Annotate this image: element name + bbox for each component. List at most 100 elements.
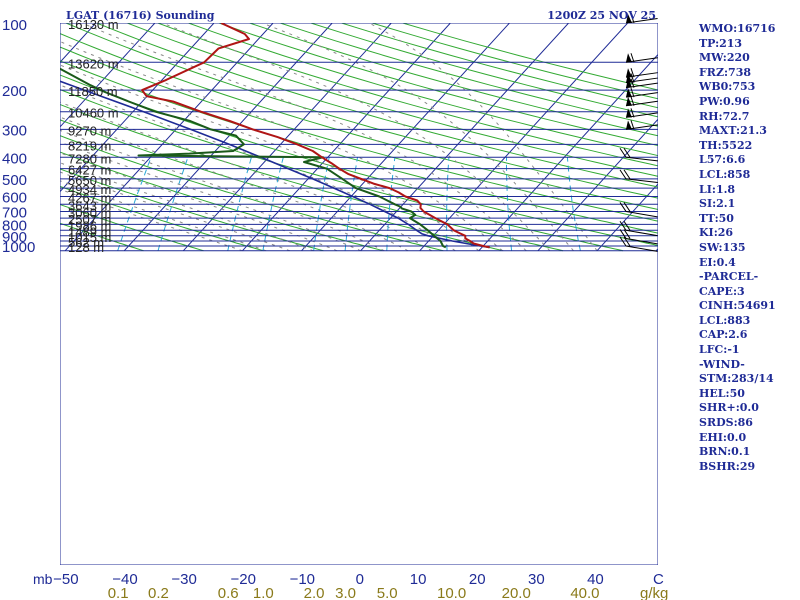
moist-adiabat-line	[60, 64, 480, 252]
height-label: 10460 m	[68, 106, 119, 121]
mixing-ratio-axis-unit: g/kg	[640, 585, 668, 600]
pressure-tick-label: 400	[2, 150, 27, 167]
moist-adiabat-line	[60, 162, 314, 252]
mixing-ratio-line	[566, 157, 581, 251]
index-row: HEL:50	[699, 386, 745, 400]
dry-adiabat-line	[60, 88, 624, 252]
index-row: MW:220	[699, 51, 750, 65]
mixing-ratio-tick-label: 20.0	[502, 585, 531, 600]
parcel-trace	[60, 80, 490, 249]
dry-adiabat-line	[310, 23, 658, 118]
height-label: 13620 m	[68, 56, 119, 71]
temperature-tick-label: −10	[290, 571, 315, 588]
height-label: 1015 m	[68, 230, 111, 245]
height-label: 9270 m	[68, 123, 111, 138]
index-row: STM:283/14	[699, 372, 774, 386]
wind-barb	[619, 220, 658, 237]
index-row: SRDS:86	[699, 416, 753, 430]
height-label: 6427 m	[68, 163, 111, 178]
isotherm-line	[242, 23, 451, 252]
index-row: LI:1.8	[699, 182, 736, 196]
pressure-tick-label: 600	[2, 190, 27, 207]
background-lines	[60, 23, 658, 565]
mixing-ratio-line	[506, 157, 513, 251]
index-row: CAPE:3	[699, 284, 745, 298]
temperature-trace	[141, 23, 490, 249]
moist-adiabat-line	[161, 23, 551, 252]
temperature-tick-label: 10	[410, 571, 427, 588]
dry-adiabat-line	[249, 23, 658, 137]
moist-adiabat-line	[81, 23, 527, 252]
index-row: BRN:0.1	[699, 445, 751, 459]
isotherm-line	[183, 23, 392, 252]
index-row: LFC:-1	[699, 343, 740, 357]
chart-time: 1200Z 25 NOV 25	[547, 9, 656, 22]
temperature-tick-label: 20	[469, 571, 486, 588]
dry-adiabat-line	[127, 23, 658, 177]
wind-barb	[625, 68, 658, 78]
mixing-ratio-tick-label: 40.0	[570, 585, 599, 600]
pressure-tick-label: 700	[2, 204, 27, 221]
pressure-tick-label: 1000	[2, 239, 35, 256]
mixing-ratio-tick-label: 2.0	[304, 585, 325, 600]
moist-adiabat-line	[60, 188, 243, 252]
index-row: WMO:16716	[699, 22, 776, 35]
dry-adiabat-line	[218, 23, 658, 147]
dry-adiabat-line	[60, 135, 444, 252]
height-label: 4934 m	[68, 182, 111, 197]
index-row: CINH:54691	[699, 299, 776, 313]
mixing-ratio-tick-label: 10.0	[437, 585, 466, 600]
mixing-ratio-line	[386, 157, 396, 251]
wind-barb	[619, 236, 658, 252]
index-row: TP:213	[699, 36, 743, 50]
index-row: EHI:0.0	[699, 430, 747, 444]
index-row: BSHR:29	[699, 459, 756, 473]
temperature-tick-label: −20	[230, 571, 255, 588]
mixing-ratio-line	[227, 157, 252, 251]
height-label: 4267 m	[68, 191, 111, 206]
mixing-ratio-line	[313, 157, 330, 251]
wind-barb	[625, 13, 658, 24]
index-row: SW:135	[699, 240, 746, 254]
mixing-ratio-line	[117, 157, 152, 251]
index-row: -PARCEL-	[699, 270, 759, 284]
height-label: 3643 m	[68, 198, 111, 213]
pressure-axis-unit: mb	[33, 571, 53, 587]
mixing-ratio-line	[262, 157, 284, 251]
mixing-ratio-tick-label: 5.0	[377, 585, 398, 600]
index-row: TT:50	[699, 211, 734, 225]
dry-adiabat-line	[188, 23, 658, 157]
index-row: SHR+:0.0	[699, 401, 759, 415]
mixing-ratio-tick-label: 0.6	[218, 585, 239, 600]
index-row: L57:6.6	[699, 153, 746, 167]
plot-frame	[60, 23, 658, 565]
index-row: RH:72.7	[699, 109, 750, 123]
height-label: 11850 m	[68, 84, 118, 99]
mixing-ratio-line	[157, 157, 189, 251]
wind-barb	[625, 78, 658, 89]
moist-adiabat-line	[368, 23, 598, 252]
dry-adiabat-line	[280, 23, 658, 127]
height-label: 1986 m	[68, 218, 111, 233]
height-label: 2507 m	[68, 212, 111, 227]
dry-adiabat-line	[60, 222, 144, 252]
chart-title: LGAT (16716) Sounding	[66, 9, 215, 22]
index-row: LCL:883	[699, 313, 751, 327]
mixing-ratio-tick-label: 1.0	[253, 585, 274, 600]
moist-adiabat-line	[60, 101, 432, 252]
wind-barb	[625, 53, 658, 63]
temperature-tick-label: −40	[112, 571, 137, 588]
height-label: 3060 m	[68, 205, 111, 220]
dry-adiabat-line	[60, 46, 658, 222]
index-row: KI:26	[699, 226, 734, 240]
index-row: -WIND-	[699, 357, 745, 371]
dry-adiabat-line	[60, 33, 658, 210]
mixing-ratio-line	[344, 157, 358, 251]
dry-adiabat-line	[60, 185, 264, 252]
pressure-tick-label: 200	[2, 83, 27, 100]
dry-adiabat-line	[60, 103, 564, 252]
moist-adiabat-line	[60, 116, 409, 252]
dry-adiabat-line	[65, 23, 658, 199]
index-row: WB0:753	[699, 80, 756, 94]
